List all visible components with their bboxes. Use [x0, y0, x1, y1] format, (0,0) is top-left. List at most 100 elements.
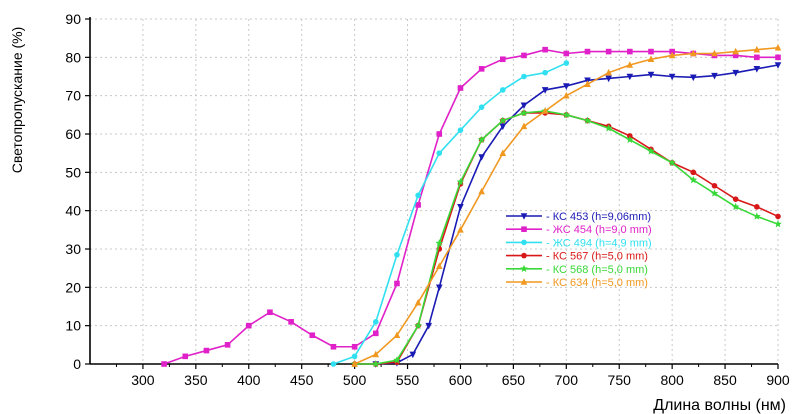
data-point	[542, 46, 548, 53]
data-point	[753, 66, 761, 73]
data-point	[754, 54, 760, 61]
data-point	[394, 280, 400, 287]
data-point	[288, 319, 294, 325]
x-tick-label: 650	[502, 372, 526, 388]
legend-item: - КС 634 (h=5,0 mm)	[506, 277, 648, 289]
data-point	[648, 48, 654, 55]
data-point	[520, 264, 528, 273]
series-5	[350, 107, 782, 368]
data-point	[753, 212, 761, 220]
series-group	[161, 43, 782, 368]
data-point	[563, 60, 570, 66]
data-point	[478, 66, 485, 72]
data-point	[774, 43, 782, 51]
y-tick-label: 30	[65, 241, 81, 257]
data-point	[668, 73, 676, 81]
y-tick-label: 80	[65, 49, 81, 65]
data-point	[182, 353, 189, 360]
data-point	[563, 50, 570, 57]
data-point	[563, 83, 570, 90]
data-point	[372, 319, 379, 325]
data-point	[775, 213, 781, 220]
x-tick-label: 600	[449, 372, 473, 388]
y-tick-label: 0	[73, 356, 81, 372]
series-line	[333, 62, 567, 365]
data-point	[309, 332, 316, 339]
data-point	[351, 353, 358, 360]
data-point	[711, 72, 718, 80]
data-point	[521, 73, 527, 80]
y-axis-label: Светопропускание (%)	[9, 27, 25, 174]
data-point	[457, 226, 464, 233]
data-point	[457, 85, 464, 91]
data-point	[626, 61, 634, 68]
data-point	[711, 182, 718, 189]
y-axis-ticks: 0 10 20 30 40 50 60 70 80 90	[65, 11, 90, 372]
data-point	[732, 69, 739, 77]
data-point	[477, 135, 486, 143]
x-tick-label: 900	[766, 372, 790, 388]
legend-item: - КС 567 (h=5,0 mm)	[506, 251, 648, 263]
y-tick-label: 10	[65, 318, 81, 334]
data-point	[371, 360, 380, 368]
legend-item: - КС 568 (h=5,0 mm)	[506, 264, 648, 276]
data-point	[689, 176, 698, 184]
data-point	[774, 220, 782, 228]
data-point	[710, 189, 719, 197]
x-axis-label: Длина волны (нм)	[653, 397, 786, 414]
data-point	[500, 56, 506, 63]
data-point	[372, 330, 379, 337]
data-point	[456, 177, 465, 186]
data-point	[542, 69, 548, 76]
data-point	[627, 48, 633, 55]
data-point	[330, 343, 337, 350]
data-point	[436, 150, 443, 156]
data-point	[478, 154, 485, 161]
data-point	[351, 360, 358, 367]
data-point	[541, 107, 549, 114]
legend-label: - ЖС 494 (h=4,9 mm)	[546, 237, 652, 249]
data-point	[203, 347, 210, 354]
series-6	[351, 43, 782, 367]
data-point	[521, 226, 527, 232]
data-point	[753, 45, 761, 53]
y-tick-label: 20	[65, 279, 81, 295]
grid	[90, 18, 779, 364]
legend-item: - ЖС 454 (h=9,0 mm)	[506, 224, 652, 236]
y-tick-label: 60	[65, 126, 81, 142]
data-point	[732, 52, 739, 59]
data-point	[394, 251, 400, 258]
y-tick-label: 70	[65, 88, 81, 104]
data-point	[224, 342, 231, 348]
data-point	[415, 202, 421, 208]
legend-label: - КС 567 (h=5,0 mm)	[546, 251, 648, 263]
x-tick-label: 400	[237, 372, 261, 388]
data-point	[393, 356, 401, 364]
legend: - КС 453 (h=9,06mm)- ЖС 454 (h=9,0 mm)- …	[506, 211, 652, 289]
data-point	[775, 54, 781, 61]
data-point	[500, 87, 506, 93]
data-point	[330, 361, 337, 367]
data-point	[668, 158, 676, 166]
x-tick-label: 800	[660, 372, 684, 388]
x-tick-label: 500	[343, 372, 367, 388]
y-tick-label: 50	[65, 164, 81, 180]
axes	[89, 17, 778, 365]
data-point	[732, 196, 739, 202]
data-point	[583, 116, 592, 124]
x-axis-ticks: 300 350 400 450 500 550 600 650 700 750 800 850 900	[115, 364, 790, 388]
data-point	[414, 321, 422, 329]
series-line	[163, 48, 778, 365]
data-point	[415, 192, 421, 199]
data-point	[541, 87, 549, 94]
data-point	[521, 252, 527, 259]
data-point	[668, 51, 676, 59]
data-point	[425, 322, 433, 330]
data-point	[774, 62, 782, 69]
data-point	[626, 135, 634, 143]
data-point	[690, 49, 697, 57]
legend-label: - КС 453 (h=9,06mm)	[546, 211, 651, 223]
data-point	[521, 239, 527, 246]
data-point	[563, 91, 570, 99]
